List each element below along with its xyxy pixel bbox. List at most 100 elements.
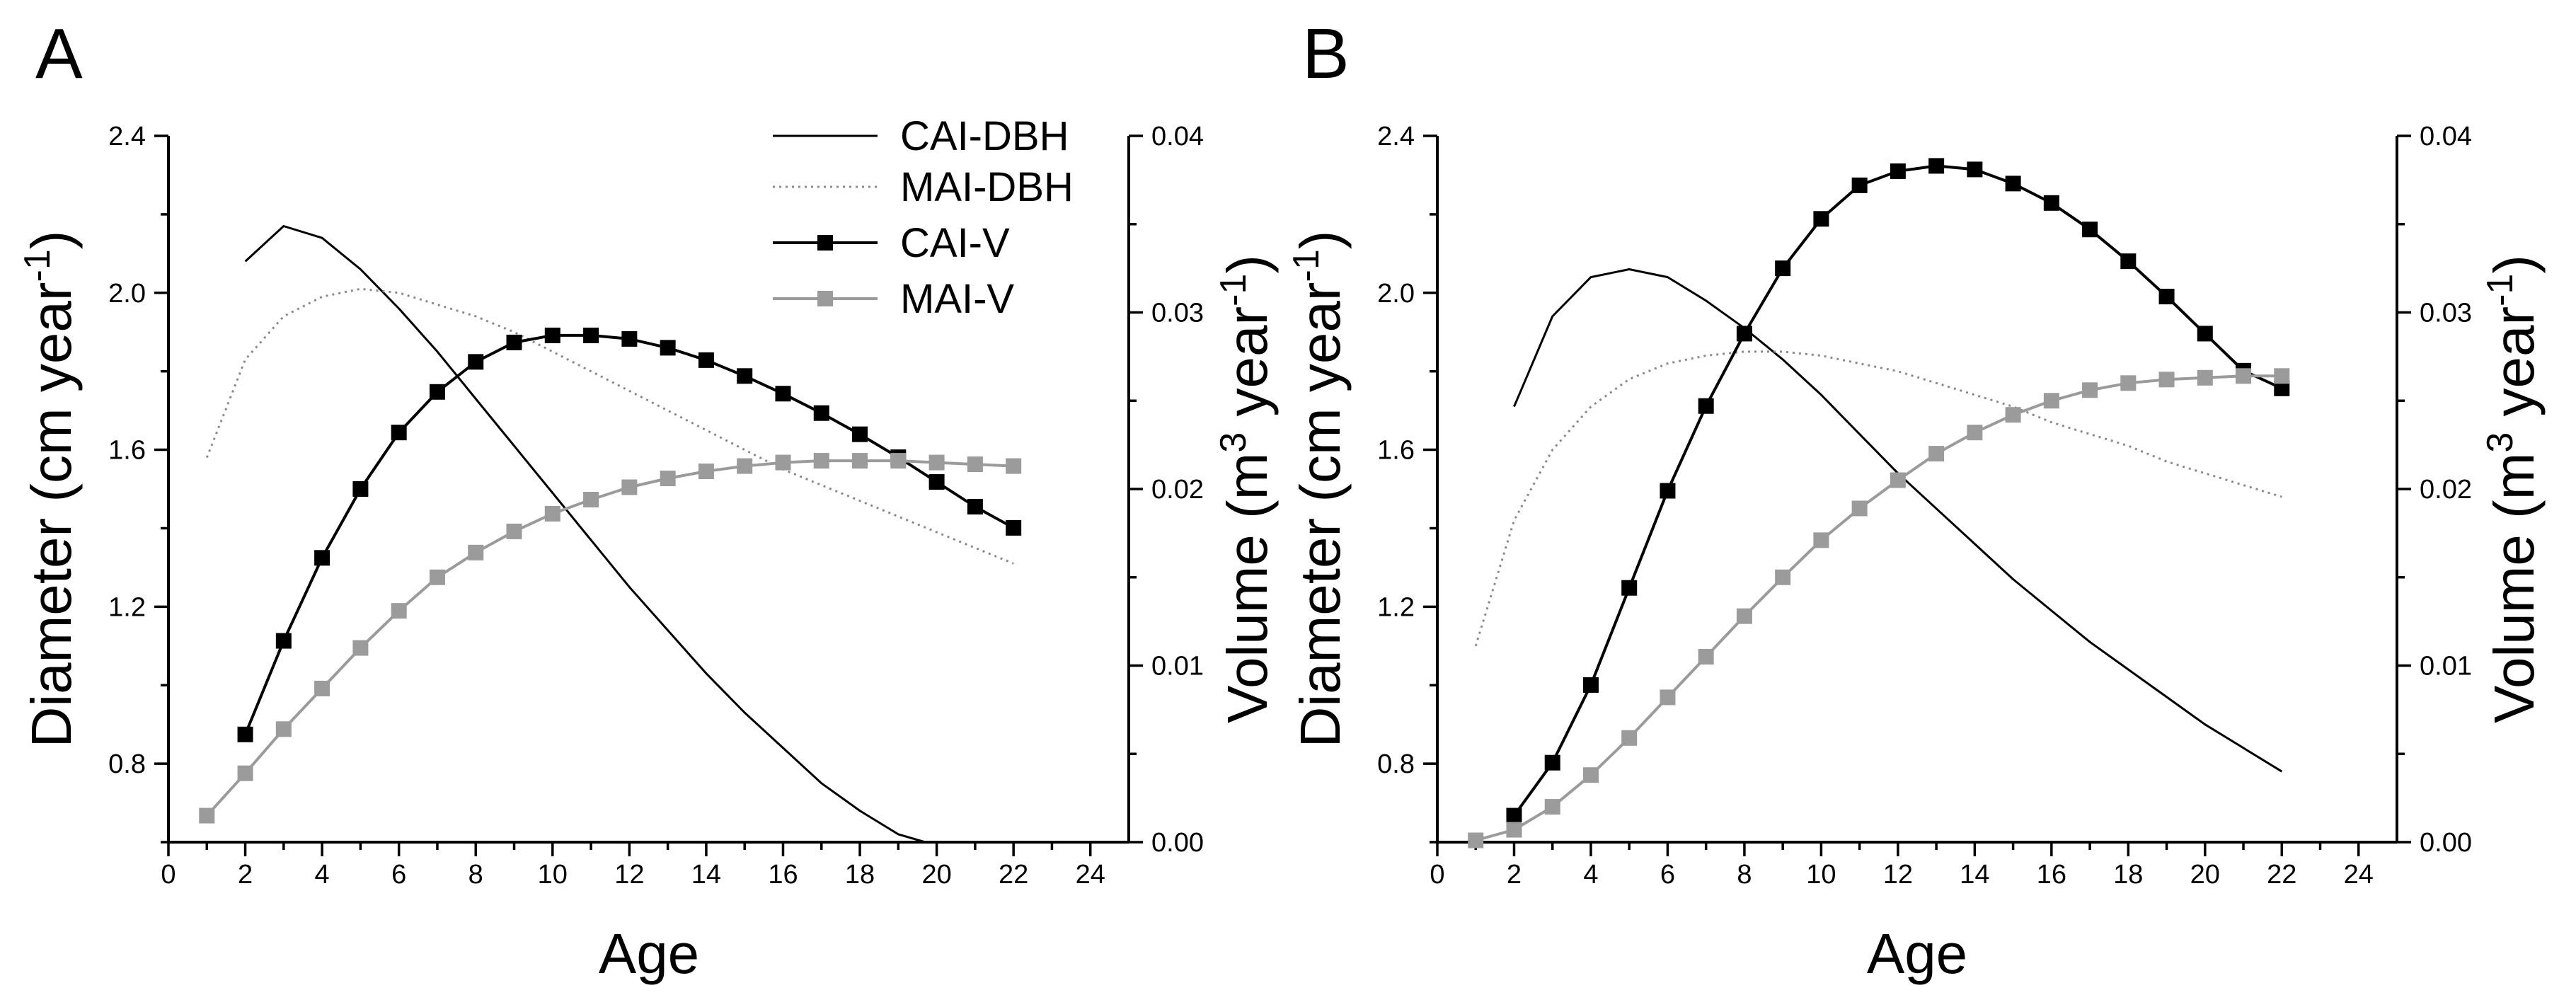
- data-point-cai-v: [2274, 380, 2290, 396]
- data-point-mai-v: [2158, 372, 2175, 388]
- y-right-title-main: Volume (m: [1216, 453, 1279, 723]
- series-line-mai-dbh: [205, 287, 1014, 565]
- y-right-tick-label: 0.00: [1151, 828, 1204, 858]
- y-left-tick-label: 1.6: [1377, 436, 1415, 466]
- x-tick-label: 8: [468, 860, 483, 890]
- data-point-cai-v: [275, 633, 292, 649]
- data-point-mai-v: [2005, 407, 2021, 423]
- data-point-mai-v: [2120, 375, 2137, 391]
- legend-marker-cai-v: [817, 235, 833, 251]
- panel-label: A: [35, 14, 83, 93]
- y-right-title-mid: year: [1216, 306, 1279, 432]
- data-point-mai-v: [1775, 569, 1791, 585]
- data-point-mai-v: [1582, 767, 1599, 783]
- data-point-cai-v: [2043, 195, 2059, 211]
- data-point-mai-v: [314, 680, 330, 696]
- data-point-mai-v: [1890, 472, 1906, 488]
- data-point-cai-v: [1544, 754, 1560, 771]
- x-tick-label: 22: [2267, 860, 2296, 890]
- data-point-cai-v: [1851, 177, 1868, 193]
- data-point-mai-v: [1621, 730, 1638, 746]
- y-right-tick-label: 0.01: [2420, 652, 2472, 681]
- data-point-mai-v: [698, 464, 714, 480]
- data-point-mai-v: [1006, 458, 1022, 474]
- series-line-cai-dbh: [1513, 268, 2283, 773]
- data-point-cai-v: [1621, 580, 1638, 596]
- data-point-cai-v: [852, 426, 868, 442]
- y-right-tick-label: 0.04: [2420, 122, 2472, 151]
- data-point-mai-v: [468, 544, 484, 560]
- x-axis-title: Age: [599, 922, 699, 985]
- chart-panel-b: B0 2 4 6 8 10 12 14 16 18 20 22 240.81.21.62.02.40.0…: [1286, 14, 2546, 985]
- data-point-cai-v: [813, 405, 829, 421]
- data-point-mai-v: [660, 471, 676, 487]
- chart-panel-a: A0 2 4 6 8 10 12 14 16 18 20 22 240.81.21.62.02.40.0…: [17, 14, 1279, 985]
- data-point-cai-v: [698, 352, 714, 368]
- data-point-mai-v: [2236, 368, 2252, 384]
- data-point-cai-v: [506, 334, 522, 350]
- x-tick-label: 12: [1883, 860, 1913, 890]
- y-right-title-main: Volume (m: [2483, 453, 2546, 723]
- data-point-cai-v: [2120, 253, 2137, 270]
- data-point-mai-v: [506, 523, 522, 539]
- data-point-cai-v: [1582, 677, 1599, 693]
- data-point-cai-v: [583, 327, 599, 343]
- legend-label-cai-v: CAI-V: [900, 220, 1010, 266]
- data-point-cai-v: [1890, 163, 1906, 179]
- y-right-title-sup: 3: [2480, 432, 2521, 453]
- data-point-mai-v: [852, 453, 868, 469]
- data-point-mai-v: [775, 454, 791, 471]
- data-point-mai-v: [1851, 500, 1868, 517]
- x-tick-label: 14: [1960, 860, 1989, 890]
- y-right-title-sup: -1: [1213, 274, 1254, 306]
- data-point-mai-v: [237, 765, 253, 781]
- x-tick-label: 10: [538, 860, 568, 890]
- x-tick-label: 8: [1737, 860, 1752, 890]
- y-right-tick-label: 0.02: [2420, 475, 2472, 505]
- y-right-title-tail: ): [2483, 255, 2546, 274]
- data-point-mai-v: [890, 453, 907, 469]
- data-point-mai-v: [737, 458, 753, 474]
- data-point-cai-v: [737, 368, 753, 384]
- data-point-mai-v: [621, 479, 638, 495]
- y-right-title-tail: ): [1216, 255, 1279, 274]
- data-point-mai-v: [352, 640, 369, 656]
- data-point-mai-v: [928, 454, 945, 471]
- data-point-cai-v: [967, 498, 983, 514]
- x-tick-label: 2: [238, 860, 253, 890]
- panel-label: B: [1302, 14, 1350, 93]
- legend-label-mai-v: MAI-V: [900, 276, 1014, 322]
- data-point-mai-v: [1468, 832, 1484, 849]
- series-line-mai-dbh: [1474, 350, 2282, 647]
- data-point-cai-v: [1698, 398, 1714, 414]
- data-point-cai-v: [314, 550, 330, 566]
- data-point-cai-v: [928, 474, 945, 490]
- x-tick-label: 6: [1660, 860, 1675, 890]
- x-tick-label: 18: [845, 860, 875, 890]
- data-point-cai-v: [1928, 158, 1945, 174]
- data-point-mai-v: [967, 456, 983, 473]
- data-point-mai-v: [391, 603, 407, 619]
- data-point-cai-v: [1006, 519, 1022, 536]
- data-point-mai-v: [275, 721, 292, 737]
- data-point-cai-v: [391, 425, 407, 441]
- x-tick-label: 24: [1076, 860, 1105, 890]
- x-tick-label: 22: [999, 860, 1028, 890]
- data-point-cai-v: [1967, 161, 1983, 178]
- series-line-cai-v: [243, 333, 1015, 735]
- data-point-cai-v: [429, 384, 445, 400]
- data-point-mai-v: [1813, 532, 1829, 548]
- y-right-tick-label: 0.03: [2420, 299, 2472, 328]
- data-point-mai-v: [1660, 689, 1676, 706]
- data-point-cai-v: [621, 330, 638, 347]
- data-point-mai-v: [544, 505, 560, 522]
- y-left-title-tail: ): [20, 231, 83, 250]
- y-left-title-tail: ): [1289, 231, 1352, 250]
- data-point-mai-v: [2197, 369, 2213, 386]
- data-point-cai-v: [468, 354, 484, 370]
- y-left-tick-label: 1.2: [108, 592, 146, 622]
- y-left-title-sup: -1: [17, 249, 58, 282]
- series-line-cai-dbh: [244, 225, 926, 844]
- data-point-cai-v: [2082, 222, 2098, 238]
